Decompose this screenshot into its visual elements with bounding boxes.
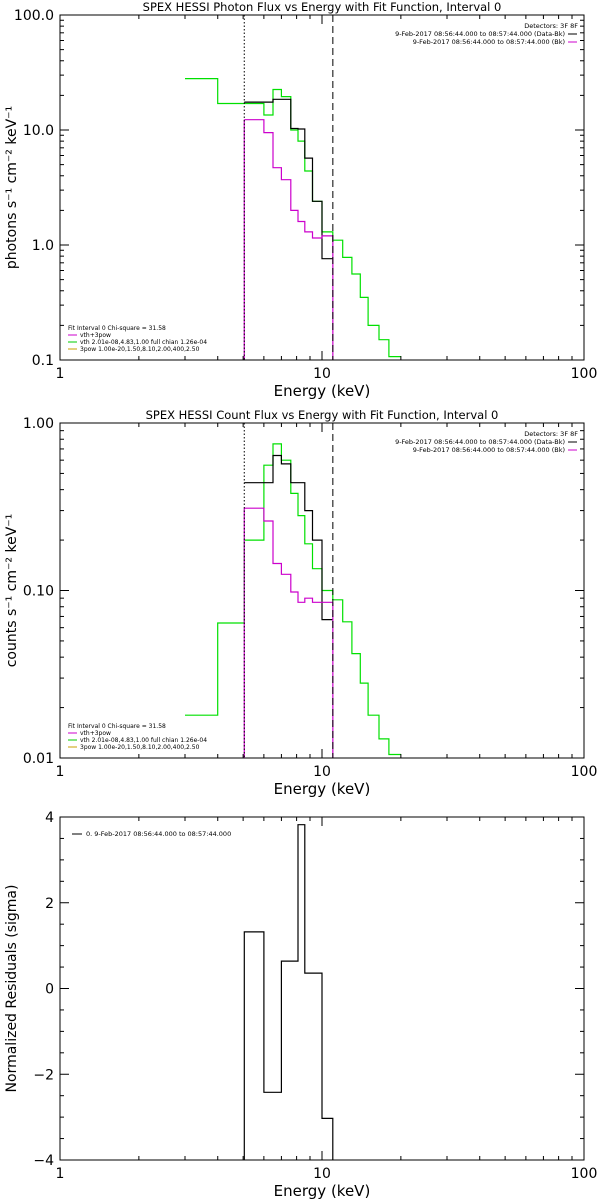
- series-line-3: [244, 119, 333, 239]
- legend: 0. 9-Feb-2017 08:56:44.000 to 08:57:44.0…: [72, 830, 231, 838]
- legend-entry-text: 9-Feb-2017 08:56:44.000 to 08:57:44.000 …: [395, 30, 565, 38]
- chart-title: SPEX HESSI Photon Flux vs Energy with Fi…: [143, 0, 502, 14]
- legend-entry-text: Fit Interval 0 Chi-square = 31.58: [68, 723, 166, 730]
- x-axis: 1 10 100 Energy (keV): [56, 15, 598, 400]
- y-tick-label: 100.0: [14, 8, 54, 24]
- y-tick-label: 0.10: [23, 584, 54, 600]
- y-axis: 0.01 0.10 1.00 counts s⁻¹ cm⁻² keV⁻¹: [4, 416, 584, 767]
- legend-entry-text: vth 2.01e-08,4.83,1.00 full chian 1.26e-…: [80, 737, 207, 744]
- legend-entry-text: 9-Feb-2017 08:56:44.000 to 08:57:44.000 …: [395, 438, 565, 446]
- chart-series-group: [185, 78, 401, 360]
- legend: Detectors: 3F 8F9-Feb-2017 08:56:44.000 …: [68, 22, 578, 353]
- legend-entry-text: 0. 9-Feb-2017 08:56:44.000 to 08:57:44.0…: [86, 830, 231, 838]
- legend-entry-text: 3pow 1.00e-20,1.50,8.10,2.00,400,2.50: [80, 744, 200, 751]
- x-axis: 1 10 100 Energy (keV): [56, 423, 598, 798]
- series-line-3: [244, 507, 333, 603]
- chart-panel-1: SPEX HESSI Photon Flux vs Energy with Fi…: [4, 0, 597, 400]
- x-axis-label: Energy (keV): [274, 1182, 371, 1200]
- y-axis: 0.1 1.0 10.0 100.0 photons s⁻¹ cm⁻² keV⁻¹: [4, 8, 584, 369]
- series-line-2: [244, 454, 333, 621]
- series-line-1: [185, 78, 401, 358]
- y-tick-label: 10.0: [23, 123, 54, 139]
- x-tick-label: 100: [571, 366, 598, 382]
- x-tick-label: 10: [313, 1166, 331, 1182]
- x-tick-label: 1: [56, 764, 65, 780]
- y-tick-label: 0: [45, 982, 54, 998]
- series-line-1: [243, 824, 334, 1160]
- x-axis: 1 10 100 Energy (keV): [56, 817, 598, 1200]
- y-tick-label: −2: [33, 1067, 54, 1083]
- x-axis-label: Energy (keV): [274, 382, 371, 400]
- chart-panel-3: 1 10 100 Energy (keV) −4 −2 0 2 4 Normalized Resi…: [4, 810, 597, 1200]
- y-tick-label: 4: [45, 810, 54, 826]
- legend-entry-text: vth 2.01e-08,4.83,1.00 full chian 1.26e-…: [80, 339, 207, 346]
- x-tick-label: 10: [313, 764, 331, 780]
- y-axis-label: Normalized Residuals (sigma): [4, 885, 20, 1093]
- series-line-1: [185, 443, 401, 756]
- x-tick-label: 100: [571, 1166, 598, 1182]
- chart-panel-2: SPEX HESSI Count Flux vs Energy with Fit…: [4, 408, 597, 798]
- legend-entry-text: vth+3pow: [80, 730, 111, 737]
- legend-entry-text: Detectors: 3F 8F: [524, 430, 578, 438]
- y-tick-label: 0.01: [23, 751, 54, 767]
- y-tick-label: 1.00: [23, 416, 54, 432]
- y-tick-label: −4: [33, 1153, 54, 1169]
- y-axis: −4 −2 0 2 4 Normalized Residuals (sigma): [4, 810, 584, 1169]
- x-axis-label: Energy (keV): [274, 780, 371, 798]
- plot-frame: [59, 14, 585, 361]
- y-tick-label: 0.1: [32, 353, 54, 369]
- legend-entry-text: 9-Feb-2017 08:56:44.000 to 08:57:44.000 …: [413, 446, 565, 454]
- x-tick-label: 100: [571, 764, 598, 780]
- legend-entry-text: Detectors: 3F 8F: [524, 22, 578, 30]
- chart-series-group: [243, 824, 334, 1160]
- x-tick-label: 10: [313, 366, 331, 382]
- legend-entry-text: vth+3pow: [80, 332, 111, 339]
- legend-entry-text: 9-Feb-2017 08:56:44.000 to 08:57:44.000 …: [413, 38, 565, 46]
- legend-entry-text: 3pow 1.00e-20,1.50,8.10,2.00,400,2.50: [80, 346, 200, 353]
- x-tick-label: 1: [56, 1166, 65, 1182]
- series-line-2: [244, 98, 333, 260]
- y-tick-label: 1.0: [32, 238, 54, 254]
- y-axis-label: counts s⁻¹ cm⁻² keV⁻¹: [4, 514, 20, 668]
- legend-entry-text: Fit Interval 0 Chi-square = 31.58: [68, 325, 166, 332]
- legend: Detectors: 3F 8F9-Feb-2017 08:56:44.000 …: [68, 430, 578, 751]
- y-tick-label: 2: [45, 896, 54, 912]
- chart-series-group: [185, 443, 401, 758]
- x-tick-label: 1: [56, 366, 65, 382]
- y-axis-label: photons s⁻¹ cm⁻² keV⁻¹: [4, 106, 20, 269]
- chart-title: SPEX HESSI Count Flux vs Energy with Fit…: [146, 408, 499, 422]
